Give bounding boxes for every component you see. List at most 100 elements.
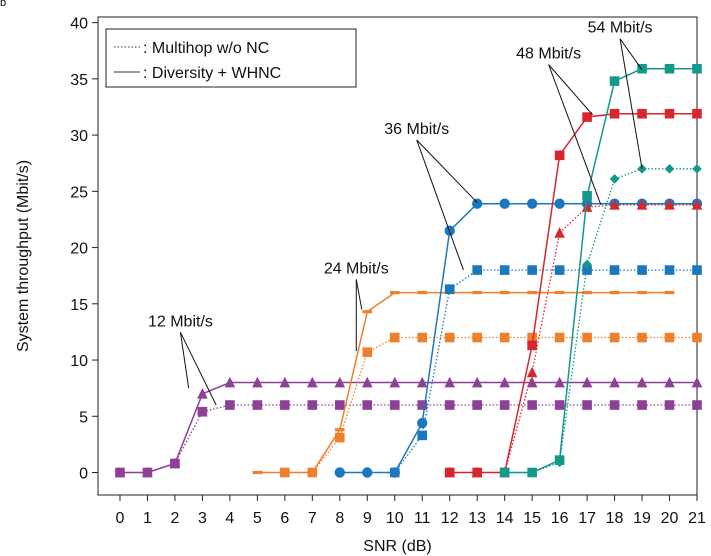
series-line (504, 168, 697, 474)
x-tick-label: 17 (578, 510, 596, 527)
marker-square (389, 400, 400, 410)
y-tick-label: 0 (79, 466, 88, 483)
marker-diamond (692, 164, 702, 174)
marker-square (554, 265, 565, 275)
x-tick-label: 9 (363, 510, 372, 527)
marker-square (444, 332, 455, 343)
marker-triangle (609, 376, 620, 388)
marker-diamond (664, 164, 675, 174)
y-tick-label: 10 (70, 353, 88, 370)
marker-square (389, 332, 400, 343)
y-tick-label: 15 (70, 297, 88, 314)
marker-dash (389, 290, 400, 295)
x-tick-label: 19 (633, 510, 651, 527)
series-12mbps-multihop (115, 400, 702, 478)
marker-circle (471, 198, 483, 209)
legend: : Multihop w/o NC: Diversity + WHNC (105, 28, 357, 88)
marker-square (664, 63, 675, 74)
x-tick-label: 7 (308, 510, 317, 527)
y-tick-label: 20 (70, 241, 88, 258)
marker-square (609, 265, 620, 275)
annotation-arrow (548, 64, 593, 116)
marker-triangle (361, 376, 373, 388)
annotation-arrow (355, 279, 363, 310)
marker-triangle (554, 376, 565, 388)
marker-square (417, 400, 428, 410)
marker-dash (664, 290, 675, 295)
x-tick-label: 8 (335, 510, 344, 527)
marker-dash (499, 290, 510, 295)
marker-triangle (252, 376, 263, 388)
marker-triangle (224, 376, 236, 388)
marker-square (280, 467, 290, 478)
marker-square (582, 265, 592, 275)
marker-square (554, 332, 565, 343)
series-12mbps-whnc (114, 376, 703, 478)
marker-square (472, 332, 482, 343)
y-tick-label: 30 (70, 128, 88, 145)
x-tick-label: 0 (116, 510, 125, 527)
marker-square (142, 467, 153, 478)
marker-square (444, 400, 455, 410)
marker-circle (499, 198, 510, 209)
marker-square (444, 284, 455, 294)
marker-triangle (664, 199, 675, 210)
annotation-54mbps: 54 Mbit/s (588, 20, 653, 169)
marker-triangle (609, 199, 620, 210)
marker-square (637, 63, 647, 74)
x-tick-label: 14 (496, 510, 514, 527)
marker-square (582, 112, 592, 122)
y-axis-title: System throughput (Mbit/s) (15, 160, 32, 352)
marker-square (170, 458, 180, 469)
annotation-label: 54 Mbit/s (588, 20, 653, 37)
marker-triangle (691, 199, 703, 210)
marker-square (554, 150, 565, 161)
marker-dash (554, 290, 565, 295)
marker-triangle (307, 376, 318, 388)
marker-triangle (664, 376, 675, 388)
marker-triangle (499, 376, 510, 388)
marker-square (582, 332, 592, 343)
x-tick-label: 11 (414, 510, 431, 527)
marker-triangle (691, 376, 703, 388)
marker-dash (472, 290, 482, 295)
marker-square (472, 265, 482, 275)
marker-diamond (499, 467, 510, 478)
marker-triangle (581, 376, 593, 388)
marker-dash (334, 428, 345, 432)
annotation-label: 24 Mbit/s (324, 260, 389, 277)
marker-triangle (526, 376, 538, 388)
annotation-36mbps: 36 Mbit/s (384, 121, 478, 271)
axes: 0 1 2 3 4 5 6 7 8 9 10 11 12 13 14 15 16 17 18 19 20 21051015… (15, 16, 706, 555)
marker-square (115, 467, 125, 478)
marker-square (609, 108, 620, 119)
x-tick-label: 2 (170, 510, 179, 527)
series-line (257, 291, 670, 474)
marker-square (499, 265, 510, 275)
marker-square (664, 332, 675, 343)
marker-square (307, 400, 318, 410)
marker-square (637, 108, 647, 119)
marker-square (472, 400, 482, 410)
x-tick-label: 18 (606, 510, 624, 527)
marker-triangle (444, 376, 456, 388)
marker-triangle (334, 376, 346, 388)
annotation-label: 12 Mbit/s (148, 313, 213, 330)
marker-square (609, 332, 620, 343)
marker-square (692, 108, 702, 119)
marker-circle (362, 467, 373, 478)
marker-dash (637, 290, 647, 295)
annotation-label: 36 Mbit/s (384, 121, 449, 138)
annotation-arrow (416, 139, 464, 271)
x-tick-label: 4 (225, 510, 234, 527)
annotation-48mbps: 48 Mbit/s (516, 46, 602, 206)
marker-dash (582, 290, 592, 295)
series-48mbps-multihop (444, 199, 703, 478)
series-line (449, 204, 697, 474)
marker-diamond (554, 457, 565, 468)
marker-triangle (636, 376, 648, 388)
marker-square (637, 265, 647, 275)
marker-square (692, 400, 702, 410)
y-tick-label: 25 (70, 184, 88, 201)
y-tick-label: 35 (70, 72, 88, 89)
